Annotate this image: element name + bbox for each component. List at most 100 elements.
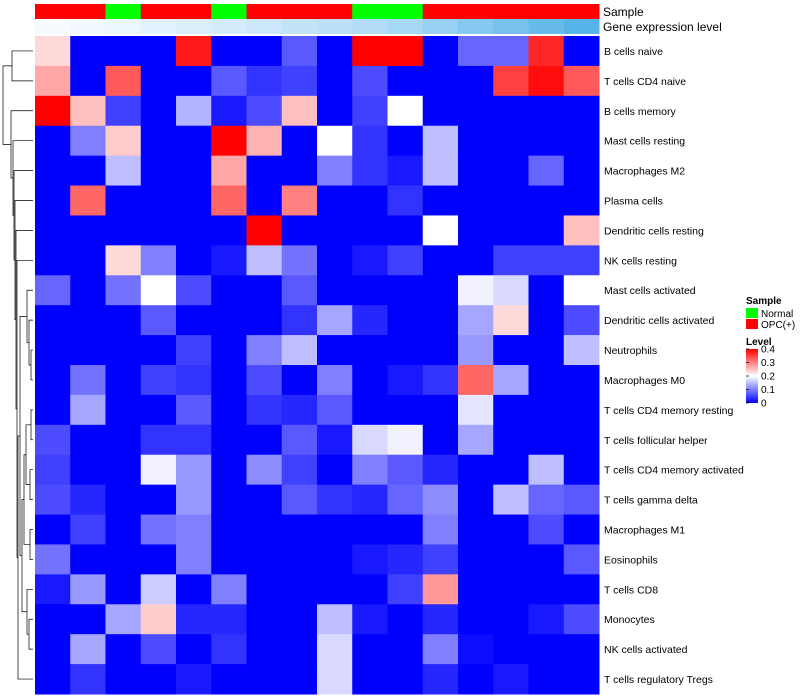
heatmap-cell [140, 574, 177, 605]
heatmap-cell [70, 65, 106, 97]
heatmap-cell [493, 335, 529, 366]
heatmap-cell [70, 305, 106, 336]
heatmap-cell [422, 305, 459, 336]
heatmap-cell [563, 574, 600, 605]
row-label: T cells CD4 naive [604, 76, 686, 88]
heatmap-cell [105, 95, 142, 127]
heatmap-cell [317, 365, 353, 396]
heatmap-cell [528, 125, 565, 157]
heatmap-cell [246, 65, 283, 97]
heatmap-cell [458, 185, 494, 216]
gene-annotation-cell [176, 19, 212, 34]
heatmap-cell [352, 514, 388, 545]
heatmap-cell [528, 155, 565, 187]
heatmap-cell [281, 484, 318, 516]
heatmap-cell [281, 454, 318, 486]
heatmap-cell [458, 484, 494, 516]
heatmap-cell [458, 305, 494, 336]
legend-label-normal: Normal [761, 309, 793, 320]
row-label: T cells CD8 [604, 584, 658, 596]
heatmap-cell [458, 574, 494, 605]
heatmap-cell [422, 664, 459, 695]
heatmap-cell [563, 365, 600, 396]
gene-annotation-cell [352, 19, 388, 34]
heatmap-cell [140, 245, 177, 276]
heatmap-cell [176, 215, 212, 246]
heatmap-cell [422, 365, 459, 396]
heatmap-cell [211, 36, 247, 67]
heatmap-cell [563, 275, 600, 306]
legend-level-tick-label: 0.4 [761, 345, 775, 356]
heatmap-cell [317, 454, 353, 486]
heatmap-cell [352, 424, 388, 456]
heatmap-cell [176, 95, 212, 127]
dendrogram-branch [28, 618, 33, 650]
row-label: T cells CD4 memory activated [604, 465, 744, 477]
heatmap-cell [246, 664, 283, 695]
dendrogram-branch [26, 289, 33, 343]
heatmap-cell [317, 574, 353, 605]
heatmap-cell [493, 245, 529, 276]
heatmap-cell [458, 245, 494, 276]
heatmap-cell [458, 454, 494, 486]
heatmap-cell [35, 634, 71, 665]
heatmap-cell [70, 394, 106, 426]
heatmap-cell [105, 275, 142, 306]
heatmap-cell [493, 454, 529, 486]
heatmap-cell [387, 604, 424, 635]
heatmap-cell [458, 65, 494, 97]
heatmap-cell [422, 95, 459, 127]
heatmap-cell [105, 484, 142, 516]
heatmap-cell [176, 185, 212, 216]
heatmap-cell [105, 634, 142, 665]
heatmap-cell [352, 664, 388, 695]
heatmap-cell [281, 574, 318, 605]
dendrogram-branch [2, 65, 12, 145]
heatmap-cell [105, 155, 142, 187]
heatmap-cell [387, 574, 424, 605]
heatmap-cell [211, 514, 247, 545]
heatmap-cell [317, 424, 353, 456]
row-label: T cells regulatory Tregs [604, 674, 713, 686]
heatmap-cell [493, 394, 529, 426]
heatmap-cell [246, 514, 283, 545]
heatmap-cell [458, 275, 494, 306]
gene-annotation-cell [317, 19, 353, 34]
heatmap-cell [458, 664, 494, 695]
heatmap-cell [281, 664, 318, 695]
row-label: Mast cells resting [604, 136, 685, 148]
heatmap-cell [317, 245, 353, 276]
heatmap-cell [105, 215, 142, 246]
heatmap-cell [35, 215, 71, 246]
heatmap-cell [422, 65, 459, 97]
heatmap-cell [246, 215, 283, 246]
heatmap-cell [35, 484, 71, 516]
heatmap-cell [422, 394, 459, 426]
row-dendrogram [2, 50, 33, 680]
heatmap-cell [105, 36, 142, 67]
heatmap-cell [246, 155, 283, 187]
heatmap-cell [493, 305, 529, 336]
legend-swatch-opc [746, 319, 758, 329]
row-label: Dendritic cells resting [604, 225, 704, 237]
heatmap-cell [211, 574, 247, 605]
heatmap-cell [105, 305, 142, 336]
sample-annotation-bar [35, 4, 600, 19]
heatmap-cell [528, 335, 565, 366]
heatmap-cell [528, 634, 565, 665]
heatmap-cell [105, 424, 142, 456]
dendrogram-branch [29, 529, 33, 560]
heatmap-cell [70, 36, 106, 67]
heatmap-cell [387, 544, 424, 575]
heatmap-cell [246, 245, 283, 276]
gene-annotation-cell [493, 19, 529, 34]
heatmap-cell [176, 365, 212, 396]
heatmap-cell [563, 454, 600, 486]
heatmap-cell [105, 454, 142, 486]
heatmap-cell [352, 604, 388, 635]
sample-annotation-cell [458, 4, 494, 19]
heatmap-cell [105, 394, 142, 426]
row-label: B cells memory [604, 106, 677, 118]
heatmap-cell [528, 95, 565, 127]
heatmap-cell [493, 424, 529, 456]
